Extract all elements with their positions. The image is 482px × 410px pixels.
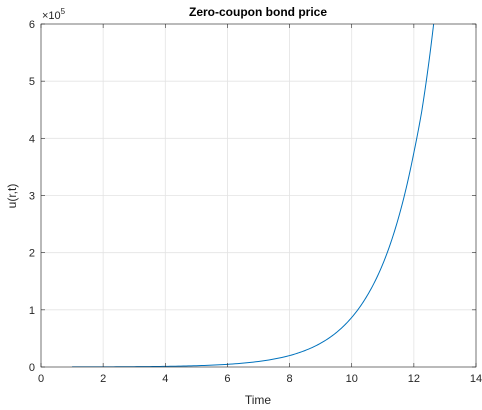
y-tick-label: 0 <box>29 362 35 374</box>
x-tick-label: 6 <box>224 373 230 385</box>
chart-title: Zero-coupon bond price <box>189 5 327 19</box>
series-line <box>72 24 435 367</box>
y-exponent-label: ×105 <box>42 7 66 22</box>
y-tick-label: 1 <box>29 305 35 317</box>
y-tick-label: 5 <box>29 76 35 88</box>
x-tick-label: 8 <box>287 373 293 385</box>
y-exponent-base: ×10 <box>42 10 61 22</box>
y-tick-label: 4 <box>29 133 35 145</box>
y-tick-label: 2 <box>29 248 35 260</box>
x-axis-label: Time <box>245 393 272 407</box>
series-layer <box>72 24 435 367</box>
x-tick-label: 0 <box>38 373 44 385</box>
y-axis-label: u(r,t) <box>5 184 19 209</box>
y-tick-label: 3 <box>29 191 35 203</box>
x-tick-label: 4 <box>162 373 168 385</box>
x-tick-label: 10 <box>346 373 358 385</box>
y-exponent-power: 5 <box>61 7 66 16</box>
x-tick-label: 12 <box>408 373 420 385</box>
x-tick-label: 2 <box>100 373 106 385</box>
x-tick-label: 14 <box>470 373 482 385</box>
y-tick-label: 6 <box>29 19 35 31</box>
